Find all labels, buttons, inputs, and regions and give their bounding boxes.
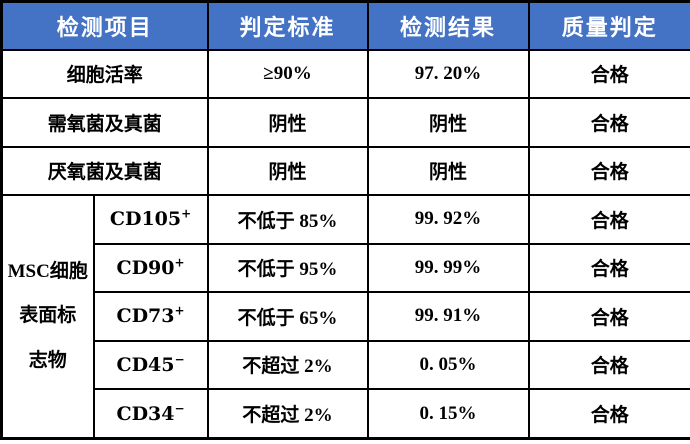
table-row: CD34− 不超过 2% 0. 15% 合格 [2,388,690,440]
group-label-line: 志物 [28,349,67,371]
cell-judgment: 合格 [527,291,690,342]
marker-sign: − [174,401,185,416]
cell-marker: CD90+ [92,242,209,294]
cell-marker: CD45− [92,339,209,391]
cell-marker: CD73+ [92,291,209,342]
cell-judgment: 合格 [527,339,690,391]
cell-result: 99. 99% [366,242,530,294]
cell-result: 0. 05% [366,339,530,391]
table-row: 细胞活率 ≥90% 97. 20% 合格 [0,48,690,100]
marker-sign: − [174,352,185,367]
cell-marker: CD105+ [92,194,209,245]
group-label-line: 表面标 [19,305,77,327]
cell-standard: ≥90% [206,48,369,100]
marker-sign: + [181,206,192,221]
cell-marker: CD34− [92,388,209,440]
cell-judgment: 合格 [527,48,690,100]
table-row: CD45− 不超过 2% 0. 05% 合格 [2,339,690,391]
table-row: MSC细胞 表面标 志物 CD105+ 不低于 85% 99. 92% 合格 [0,194,690,440]
cell-standard: 不低于 95% [206,242,369,294]
table-row: CD73+ 不低于 65% 99. 91% 合格 [2,291,690,342]
cell-result: 阴性 [366,145,530,197]
cell-result: 阴性 [366,97,530,148]
cell-result: 99. 92% [366,194,530,245]
cell-item: 细胞活率 [0,48,209,100]
cell-item: 厌氧菌及真菌 [0,145,209,197]
table-row: 厌氧菌及真菌 阴性 阴性 合格 [0,145,690,197]
cell-group-label: MSC细胞 表面标 志物 [0,194,95,440]
cell-item: 需氧菌及真菌 [0,97,209,148]
cell-standard: 不低于 65% [206,291,369,342]
cell-standard: 阴性 [206,145,369,197]
cell-judgment: 合格 [527,97,690,148]
cell-judgment: 合格 [527,242,690,294]
table-row: 需氧菌及真菌 阴性 阴性 合格 [0,97,690,148]
group-label-line: MSC细胞 [7,260,88,282]
cell-standard: 不超过 2% [206,339,369,391]
marker-sign: + [174,255,185,270]
column-header-item: 检测项目 [0,0,209,51]
cell-standard: 不超过 2% [206,388,369,440]
cell-judgment: 合格 [527,388,690,440]
cell-judgment: 合格 [527,194,690,245]
column-header-standard: 判定标准 [206,0,369,51]
header-row: 检测项目 判定标准 检测结果 质量判定 [0,0,690,51]
cell-result: 0. 15% [366,388,530,440]
cell-result: 97. 20% [366,48,530,100]
cell-result: 99. 91% [366,291,530,342]
cell-standard: 不低于 85% [206,194,369,245]
table-row: CD90+ 不低于 95% 99. 99% 合格 [2,242,690,294]
column-header-result: 检测结果 [366,0,530,51]
cell-standard: 阴性 [206,97,369,148]
marker-sign: + [174,304,185,318]
cell-judgment: 合格 [527,145,690,197]
column-header-judgment: 质量判定 [527,0,690,51]
